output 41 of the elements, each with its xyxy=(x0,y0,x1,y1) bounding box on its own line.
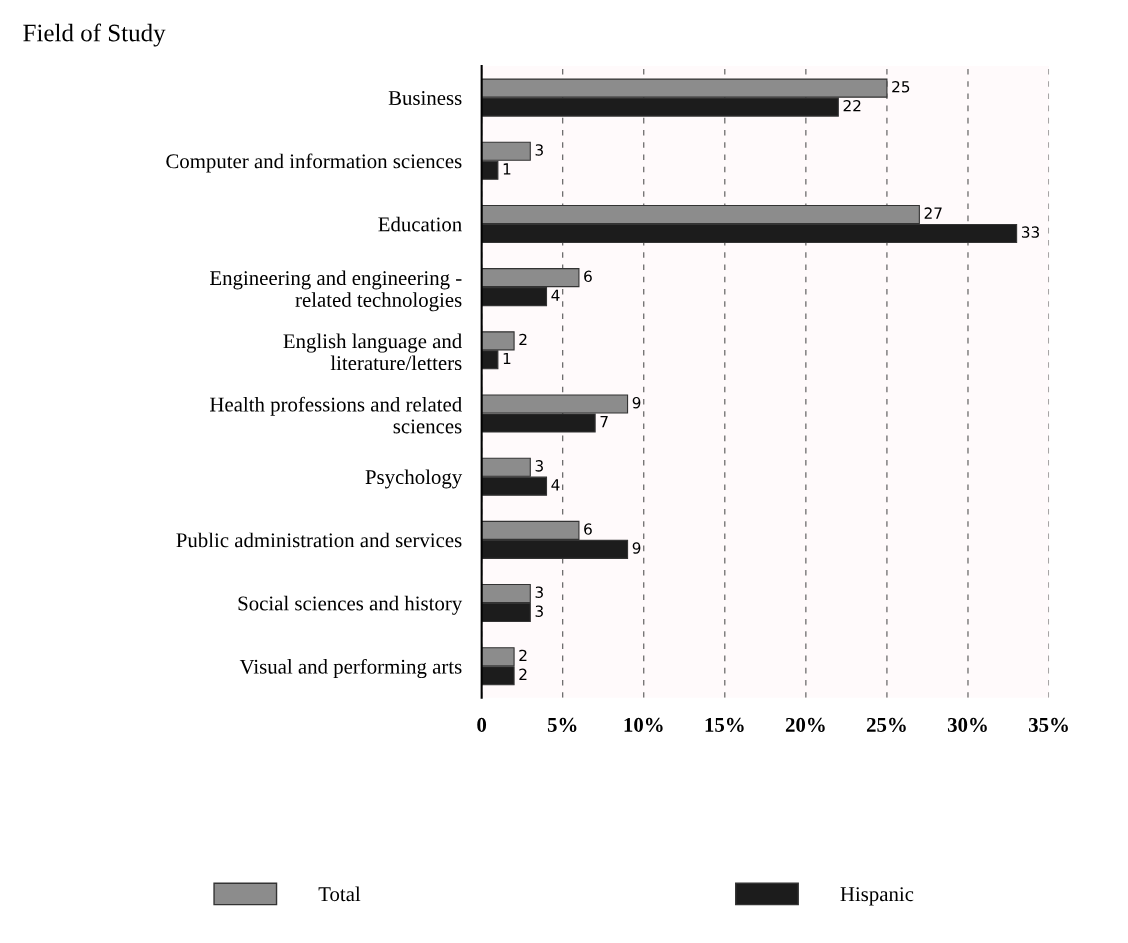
y-tick-label: Business xyxy=(388,91,462,106)
x-tick-label: 20% xyxy=(785,717,825,732)
y-tick-label: Engineering and engineering - related technologies xyxy=(210,270,462,312)
data-label: 33 xyxy=(1021,226,1039,238)
x-tick-label: 10% xyxy=(624,717,663,732)
text: Field of Study xyxy=(23,23,166,47)
y-tick-label: Health professions and related sciences xyxy=(209,396,462,434)
data-label: 9 xyxy=(632,396,641,409)
y-tick-label: Social sciences and history xyxy=(238,595,463,615)
data-label: 4 xyxy=(551,479,560,491)
data-label: 3 xyxy=(535,605,543,617)
data-label: 3 xyxy=(535,460,543,472)
data-label: 27 xyxy=(924,207,942,219)
data-label: 6 xyxy=(584,270,592,283)
data-label: 22 xyxy=(843,99,861,112)
x-tick-label: 25% xyxy=(866,717,906,732)
legend-label: Total xyxy=(318,886,361,902)
legend-label: Hispanic xyxy=(840,887,914,906)
x-tick-label: 30% xyxy=(947,717,987,732)
data-label: 6 xyxy=(584,523,592,535)
data-label: 1 xyxy=(503,163,511,175)
y-tick-label: Visual and performing arts xyxy=(239,658,462,679)
y-tick-label: Education xyxy=(378,216,462,232)
x-tick-label: 35% xyxy=(1028,717,1068,732)
x-tick-label: 0 xyxy=(477,717,487,732)
y-tick-label: Computer and information sciences xyxy=(166,153,462,173)
y-tick-label: English language and literature/letters xyxy=(283,333,462,371)
data-label: 2 xyxy=(519,668,527,680)
data-label: 2 xyxy=(519,333,527,346)
x-tick-label: 15% xyxy=(705,717,744,732)
data-label: 3 xyxy=(535,144,543,156)
data-label: 2 xyxy=(519,649,527,661)
data-label: 9 xyxy=(632,542,641,554)
data-label: 7 xyxy=(600,416,608,428)
x-tick-label: 5% xyxy=(547,717,577,732)
y-tick-label: Public administration and services xyxy=(176,532,462,548)
data-label: 1 xyxy=(503,352,511,365)
data-label: 25 xyxy=(892,81,910,93)
y-tick-label: Psychology xyxy=(365,469,463,489)
data-label: 3 xyxy=(535,586,543,598)
data-label: 4 xyxy=(551,289,560,301)
